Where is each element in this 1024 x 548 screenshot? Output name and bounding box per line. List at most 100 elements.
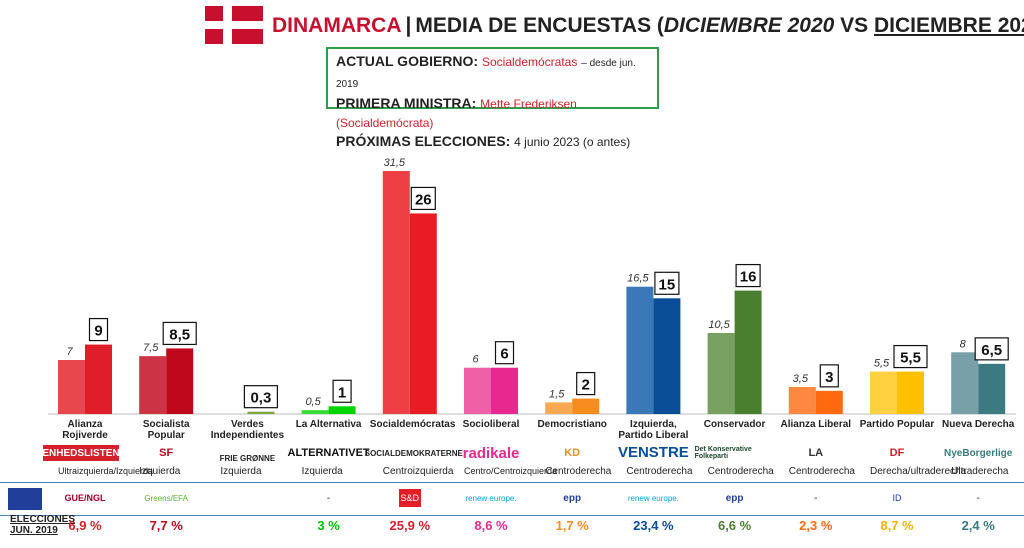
bar-2021 bbox=[409, 213, 437, 414]
category-label: La Alternativa bbox=[295, 419, 362, 430]
party-logo: FRIE GRØNNE bbox=[219, 453, 276, 463]
party-logo: SOCIALDEMOKRATERNE bbox=[364, 448, 463, 458]
election-result: 6,9 % bbox=[68, 518, 102, 533]
party-logo: Det Konservative Folkeparti bbox=[694, 446, 752, 460]
category-label: Alianza Rojiverde bbox=[62, 419, 108, 441]
category-label: Izquierda, Partido Liberal bbox=[618, 419, 689, 441]
label-box-2021 bbox=[494, 341, 515, 365]
eu-group-logo: S&D bbox=[398, 489, 421, 507]
label-2020: 0,5 bbox=[305, 396, 321, 408]
eu-group-logo: renew europe. bbox=[465, 493, 517, 503]
label-2020: 8 bbox=[960, 338, 967, 350]
party-logo: radikale bbox=[462, 444, 520, 462]
label-box-2021 bbox=[162, 321, 197, 346]
election-result: 7,7 % bbox=[149, 518, 183, 533]
label-2021: 1 bbox=[338, 384, 346, 401]
bar-2021 bbox=[897, 371, 924, 414]
label-2021: 15 bbox=[659, 276, 676, 293]
bar-2020 bbox=[58, 360, 85, 414]
bar-2021 bbox=[572, 398, 600, 414]
category-label: Democristiano bbox=[537, 419, 607, 430]
results-label: ELECCIONES JUN. 2019 bbox=[10, 514, 76, 536]
category-label: Verdes Independientes bbox=[210, 419, 285, 441]
bar-2021 bbox=[328, 406, 356, 414]
eu-group-logo: renew europe. bbox=[627, 493, 679, 503]
eu-group-logo: GUE/NGL bbox=[64, 493, 106, 503]
label-box-2021 bbox=[893, 344, 928, 369]
election-result: 8,6 % bbox=[474, 518, 508, 533]
election-result: 23,4 % bbox=[633, 518, 674, 533]
bar-2021 bbox=[815, 390, 843, 414]
ideology-label: Centro/Centroizquierda bbox=[464, 466, 558, 476]
eu-group-logo: ID bbox=[892, 493, 902, 503]
bar-2020 bbox=[951, 352, 979, 414]
bar-2021 bbox=[247, 411, 275, 414]
label-2021: 26 bbox=[415, 191, 432, 208]
eu-group-logo: - bbox=[814, 492, 818, 504]
label-2021: 16 bbox=[740, 269, 757, 286]
eu-group-row bbox=[0, 482, 1024, 516]
ideology-label: Izquierda bbox=[301, 466, 343, 477]
ideology-label: Centroderecha bbox=[788, 466, 855, 477]
bar-2021 bbox=[978, 363, 1006, 414]
bar-2020 bbox=[545, 402, 573, 414]
ideology-label: Izquierda bbox=[220, 466, 262, 477]
category-label: Nueva Derecha bbox=[942, 419, 1015, 430]
election-result: 2,4 % bbox=[961, 518, 995, 533]
label-2020: 31,5 bbox=[384, 157, 406, 169]
party-logo: DF bbox=[889, 447, 905, 459]
bar-2020 bbox=[139, 356, 167, 414]
label-2021: 6,5 bbox=[981, 342, 1002, 359]
label-2020: 1,5 bbox=[549, 388, 565, 400]
election-result: 3 % bbox=[317, 518, 340, 533]
label-2020: 3,5 bbox=[793, 373, 809, 385]
eu-flag-icon bbox=[8, 488, 42, 510]
label-2020: 6 bbox=[472, 354, 479, 366]
bar-2020 bbox=[707, 333, 735, 414]
category-label: Conservador bbox=[703, 419, 766, 430]
label-2021: 9 bbox=[94, 323, 102, 340]
bar-chart: 7 9 7,5 8,5 0,3 0,5 1 31,5 26 6 6 1,5 2 16,5 15 10,5 16 3… bbox=[48, 157, 1016, 415]
label-2021: 3 bbox=[825, 369, 833, 386]
category-label: Alianza Liberal bbox=[780, 419, 852, 430]
category-label: Socioliberal bbox=[462, 419, 520, 430]
eu-group-logo: - bbox=[976, 492, 980, 504]
label-box-2021 bbox=[735, 263, 761, 288]
eu-group-logo: epp bbox=[725, 492, 744, 504]
label-box-2021 bbox=[974, 337, 1009, 361]
ideology-label: Derecha/ultraderecha bbox=[870, 466, 967, 477]
election-result: 25,9 % bbox=[389, 518, 431, 533]
denmark-flag-icon bbox=[205, 6, 263, 44]
ideology-label: Ultraizquierda/Izquierda bbox=[58, 466, 154, 476]
label-box-2021 bbox=[332, 379, 352, 403]
bar-2020 bbox=[464, 367, 491, 414]
party-logo: NyeBorgerlige bbox=[944, 447, 1013, 459]
label-2021: 0,3 bbox=[250, 390, 271, 407]
party-logo: ALTERNATIVET bbox=[287, 447, 370, 459]
label-2021: 2 bbox=[582, 377, 590, 394]
label-2021: 5,5 bbox=[900, 350, 921, 367]
party-logo: ENHEDSLISTEN bbox=[42, 445, 120, 461]
party-logo: VENSTRE bbox=[617, 443, 689, 461]
category-label: Partido Popular bbox=[859, 419, 935, 430]
election-result: 1,7 % bbox=[555, 518, 589, 533]
category-label: Socialdemócratas bbox=[369, 419, 456, 430]
bar-2021 bbox=[734, 290, 762, 414]
bar-2021 bbox=[491, 367, 518, 414]
bar-2020 bbox=[870, 371, 897, 414]
label-box-2021 bbox=[819, 364, 839, 388]
label-box-2021 bbox=[410, 186, 436, 211]
page-title: DINAMARCA | MEDIA DE ENCUESTAS (DICIEMBRE … bbox=[272, 14, 1024, 37]
label-box-2021 bbox=[576, 371, 596, 396]
election-result: 2,3 % bbox=[799, 518, 833, 533]
party-logo: LA bbox=[808, 447, 824, 459]
label-2020: 7 bbox=[66, 346, 73, 358]
election-result: 6,6 % bbox=[717, 518, 752, 533]
bar-2021 bbox=[85, 344, 112, 414]
bar-2020 bbox=[788, 387, 816, 414]
ideology-label: Centroderecha bbox=[626, 466, 693, 477]
party-logo: KD bbox=[564, 447, 581, 459]
ideology-label: Izquierda bbox=[139, 466, 181, 477]
bar-2020 bbox=[626, 286, 654, 414]
ideology-label: Ultraderecha bbox=[951, 466, 1009, 477]
